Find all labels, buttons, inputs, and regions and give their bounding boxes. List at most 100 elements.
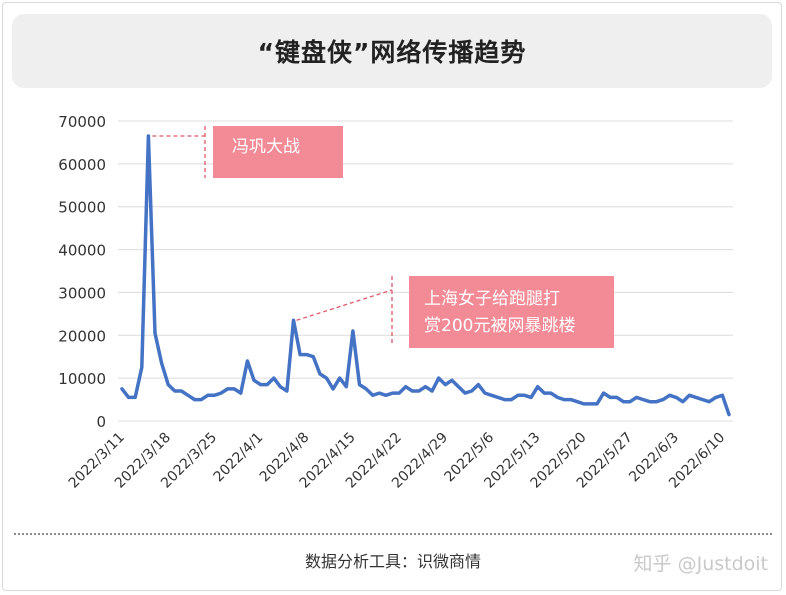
data-point bbox=[338, 377, 341, 379]
data-point bbox=[312, 355, 315, 358]
y-tick-label: 40000 bbox=[58, 242, 106, 260]
data-point bbox=[200, 398, 202, 401]
y-tick-label: 20000 bbox=[58, 327, 106, 345]
data-point bbox=[682, 400, 684, 403]
data-point bbox=[536, 385, 539, 388]
data-point bbox=[550, 392, 552, 394]
data-point bbox=[325, 377, 328, 379]
data-point bbox=[352, 330, 354, 332]
y-tick-label: 0 bbox=[96, 413, 106, 431]
data-point bbox=[728, 413, 730, 416]
data-point bbox=[688, 394, 691, 397]
data-point bbox=[596, 403, 598, 405]
data-point bbox=[358, 383, 361, 386]
data-point bbox=[464, 392, 466, 394]
data-point bbox=[563, 398, 565, 401]
data-point bbox=[206, 394, 209, 397]
data-point bbox=[173, 390, 176, 392]
series-layer bbox=[120, 134, 731, 417]
data-point bbox=[253, 379, 255, 382]
annotation-text-2-line-2: 赏200元被网暴跳楼 bbox=[424, 316, 575, 336]
x-axis-tick-labels: 2022/3/112022/3/182022/3/252022/4/12022/… bbox=[66, 429, 728, 491]
data-point bbox=[530, 396, 532, 399]
data-point bbox=[140, 366, 143, 369]
data-point bbox=[286, 390, 288, 392]
data-point bbox=[259, 383, 262, 386]
data-point bbox=[167, 383, 169, 386]
data-point bbox=[510, 398, 513, 401]
data-point bbox=[622, 400, 625, 403]
data-point bbox=[543, 392, 546, 394]
x-tick-label: 2022/4/1 bbox=[211, 430, 267, 486]
data-point bbox=[576, 400, 579, 403]
data-point bbox=[239, 392, 242, 394]
data-point bbox=[127, 396, 130, 399]
data-point bbox=[272, 377, 275, 379]
y-tick-label: 70000 bbox=[58, 113, 106, 131]
data-point bbox=[378, 392, 381, 394]
data-point bbox=[411, 390, 414, 392]
data-point bbox=[609, 396, 612, 399]
data-point bbox=[457, 385, 460, 388]
data-point bbox=[121, 388, 123, 390]
data-point bbox=[305, 353, 308, 356]
data-point bbox=[497, 396, 499, 399]
data-point bbox=[418, 390, 420, 392]
data-point bbox=[662, 398, 664, 401]
data-point bbox=[385, 394, 387, 397]
data-point bbox=[371, 394, 374, 397]
data-point bbox=[319, 373, 321, 375]
data-point bbox=[583, 403, 585, 405]
data-point bbox=[444, 383, 447, 386]
data-point bbox=[569, 398, 572, 401]
data-point bbox=[477, 383, 480, 386]
grid-lines bbox=[118, 120, 733, 422]
title-bar: “键盘侠”网络传播趋势 bbox=[12, 14, 772, 88]
data-point bbox=[180, 390, 183, 392]
watermark: 知乎 @Justdoit bbox=[633, 553, 768, 575]
data-point bbox=[299, 353, 301, 356]
data-point bbox=[332, 388, 334, 390]
annotation-box-2 bbox=[409, 276, 614, 348]
annotation-text-2-line-1: 上海女子给跑腿打 bbox=[424, 289, 560, 309]
data-point bbox=[602, 392, 605, 394]
data-point bbox=[246, 360, 249, 362]
data-point bbox=[490, 394, 493, 397]
data-point bbox=[134, 396, 136, 399]
data-point bbox=[695, 396, 697, 399]
data-point bbox=[721, 394, 724, 397]
data-point bbox=[424, 385, 427, 388]
data-point bbox=[556, 396, 559, 399]
data-point bbox=[451, 379, 453, 382]
data-point bbox=[187, 394, 189, 397]
data-point bbox=[701, 398, 704, 401]
data-point bbox=[668, 394, 671, 397]
data-point bbox=[147, 135, 150, 137]
data-point bbox=[233, 388, 235, 390]
data-point bbox=[523, 394, 526, 397]
y-tick-label: 60000 bbox=[58, 156, 106, 174]
data-point bbox=[484, 392, 486, 394]
data-point bbox=[345, 385, 348, 388]
annotation-box-1 bbox=[213, 126, 343, 178]
data-point bbox=[279, 385, 282, 388]
data-point bbox=[503, 398, 506, 401]
data-point bbox=[431, 390, 433, 392]
data-point bbox=[213, 394, 216, 397]
data-point bbox=[642, 398, 645, 401]
data-point bbox=[226, 388, 229, 390]
data-point bbox=[365, 388, 367, 390]
data-point bbox=[398, 392, 400, 394]
data-point bbox=[404, 385, 407, 388]
data-point bbox=[391, 392, 394, 394]
data-point bbox=[635, 396, 638, 399]
data-point bbox=[193, 398, 196, 401]
data-point bbox=[675, 396, 678, 399]
annotation-leader-2 bbox=[296, 289, 393, 321]
data-point bbox=[517, 394, 519, 397]
y-tick-label: 30000 bbox=[58, 284, 106, 302]
data-point bbox=[655, 400, 658, 403]
